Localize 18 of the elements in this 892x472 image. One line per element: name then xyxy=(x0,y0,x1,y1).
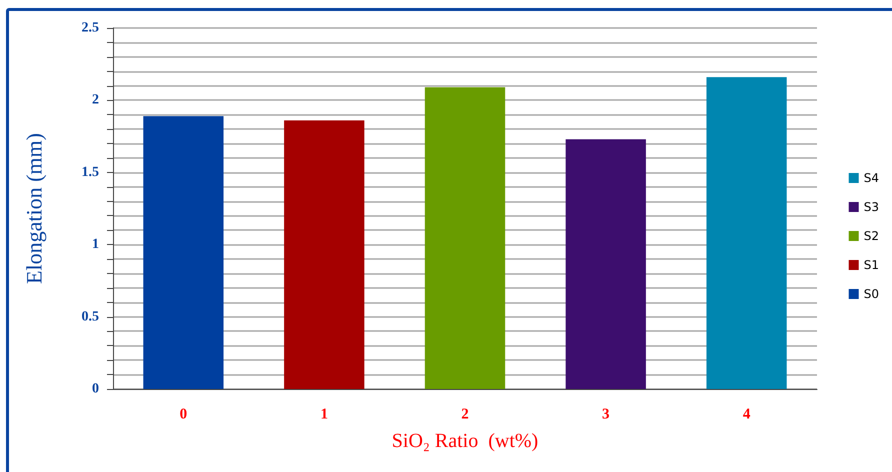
legend-label: S0 xyxy=(864,287,880,301)
legend-label: S3 xyxy=(864,200,880,214)
y-tick-label: 2.5 xyxy=(82,20,99,36)
x-tick-label: 0 xyxy=(180,406,188,422)
y-tick-label: 0 xyxy=(92,382,99,396)
y-tick-label: 1.5 xyxy=(82,164,99,180)
x-tick-label: 1 xyxy=(320,406,328,422)
x-tick-label: 3 xyxy=(602,406,610,422)
legend-label: S2 xyxy=(864,229,880,243)
x-axis-title: SiO₂ Ratio (wt%) xyxy=(392,430,538,452)
y-tick-label: 2 xyxy=(92,92,99,108)
y-tick-label: 1 xyxy=(92,237,99,252)
x-tick-label: 2 xyxy=(461,406,469,422)
x-tick-label: 4 xyxy=(742,406,751,422)
y-axis-title: Elongation (mm) xyxy=(22,133,46,284)
y-tick-label: 0.5 xyxy=(82,309,99,324)
legend-label: S1 xyxy=(864,258,880,272)
legend-label: S4 xyxy=(864,171,880,185)
